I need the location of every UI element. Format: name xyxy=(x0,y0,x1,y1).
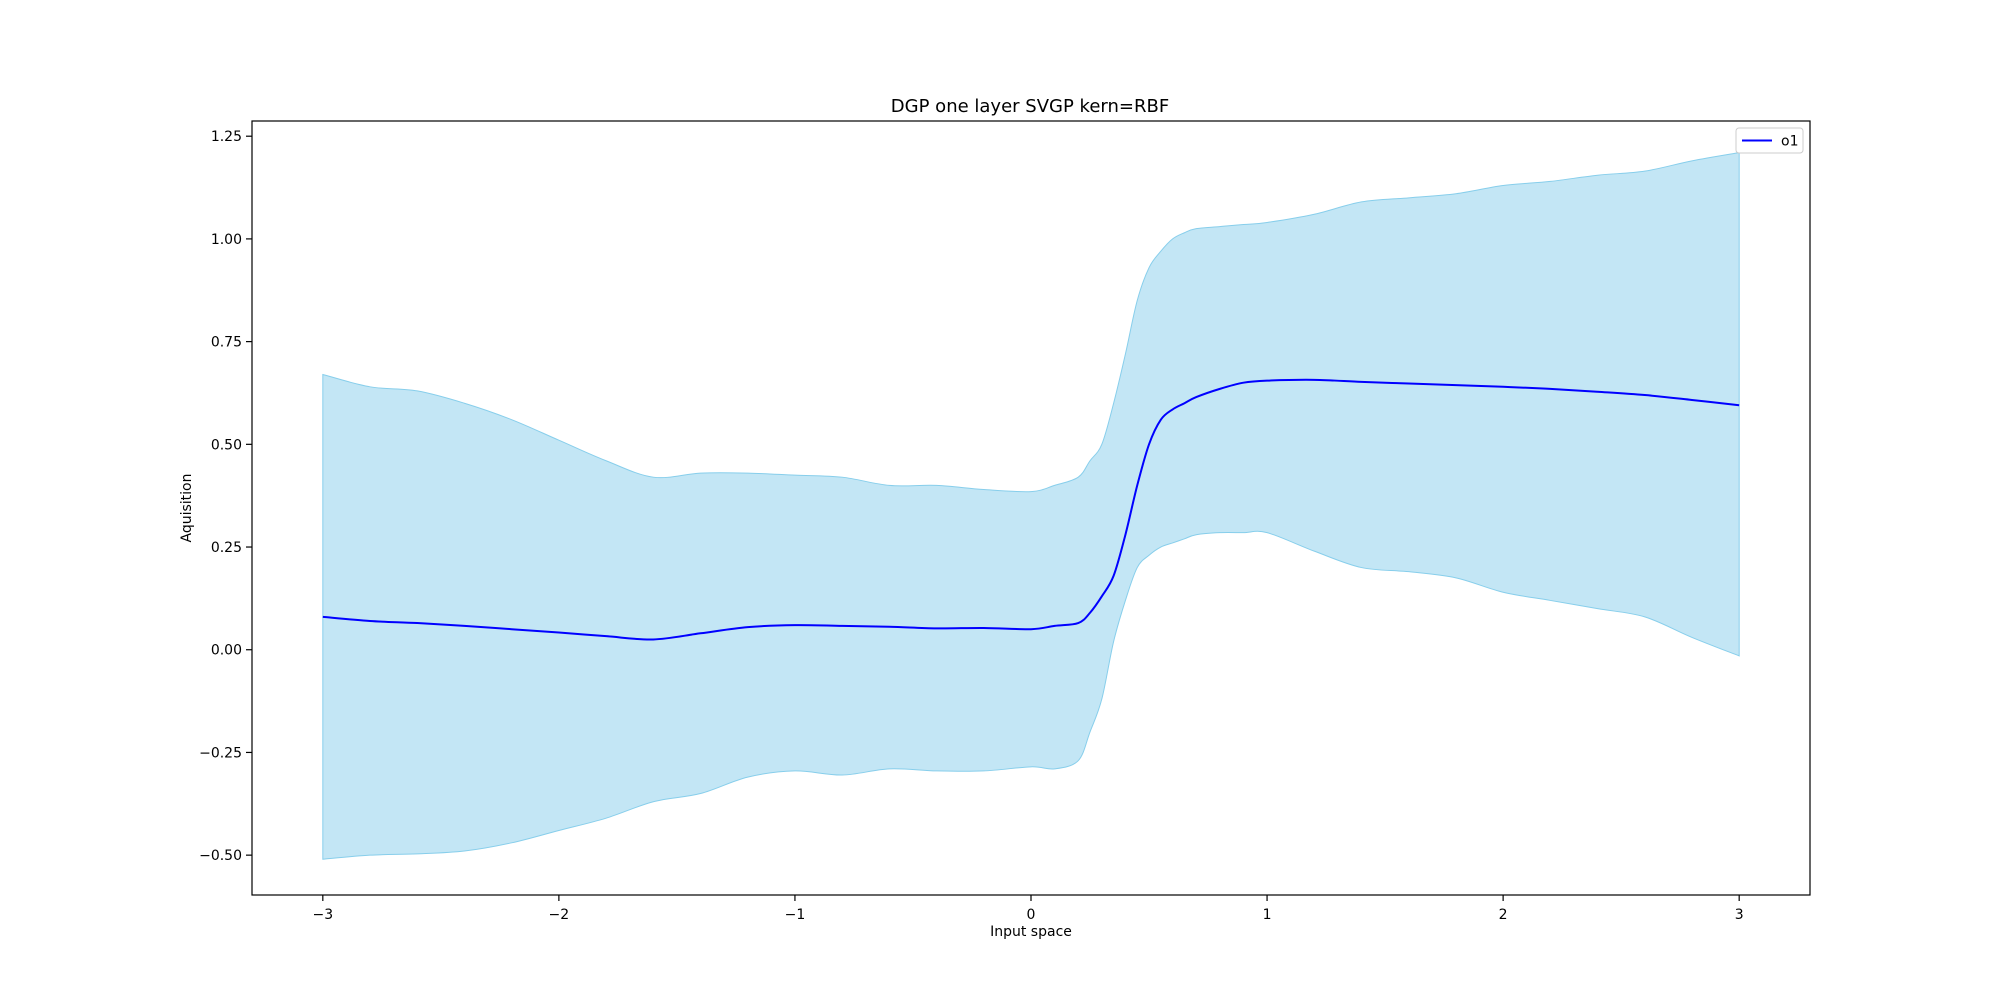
x-tick-label: 2 xyxy=(1499,907,1508,923)
y-tick-label: −0.25 xyxy=(199,745,242,761)
y-axis: −0.50 −0.25 0.00 0.25 0.50 0.75 1.00 1.25 xyxy=(199,129,252,864)
x-tick-label: 1 xyxy=(1263,907,1272,923)
legend-entry-o1: o1 xyxy=(1781,134,1798,150)
x-tick-label: −1 xyxy=(785,907,806,923)
x-tick-label: −2 xyxy=(549,907,570,923)
x-tick-label: −3 xyxy=(312,907,333,923)
y-tick-label: 1.25 xyxy=(211,129,242,145)
y-tick-label: 0.75 xyxy=(211,335,242,351)
plot-area xyxy=(251,120,1811,896)
x-tick-label: 3 xyxy=(1735,907,1744,923)
mean-line-layer xyxy=(322,378,1740,641)
y-tick-label: 0.00 xyxy=(211,643,242,659)
confidence-band-layer xyxy=(322,152,1740,860)
y-tick-label: 0.25 xyxy=(211,540,242,556)
y-tick-label: −0.50 xyxy=(199,848,242,864)
y-tick-label: 1.00 xyxy=(211,232,242,248)
x-tick-label: 0 xyxy=(1027,907,1036,923)
series-line-o1 xyxy=(322,378,1740,641)
x-axis-label: Input space xyxy=(990,924,1072,940)
confidence-band-o1 xyxy=(322,152,1740,860)
x-axis: −3 −2 −1 0 1 2 3 xyxy=(312,895,1744,923)
y-axis-label: Aquisition xyxy=(179,474,195,543)
chart-title: DGP one layer SVGP kern=RBF xyxy=(891,96,1169,117)
y-tick-label: 0.50 xyxy=(211,437,242,453)
legend: o1 xyxy=(1735,127,1804,154)
